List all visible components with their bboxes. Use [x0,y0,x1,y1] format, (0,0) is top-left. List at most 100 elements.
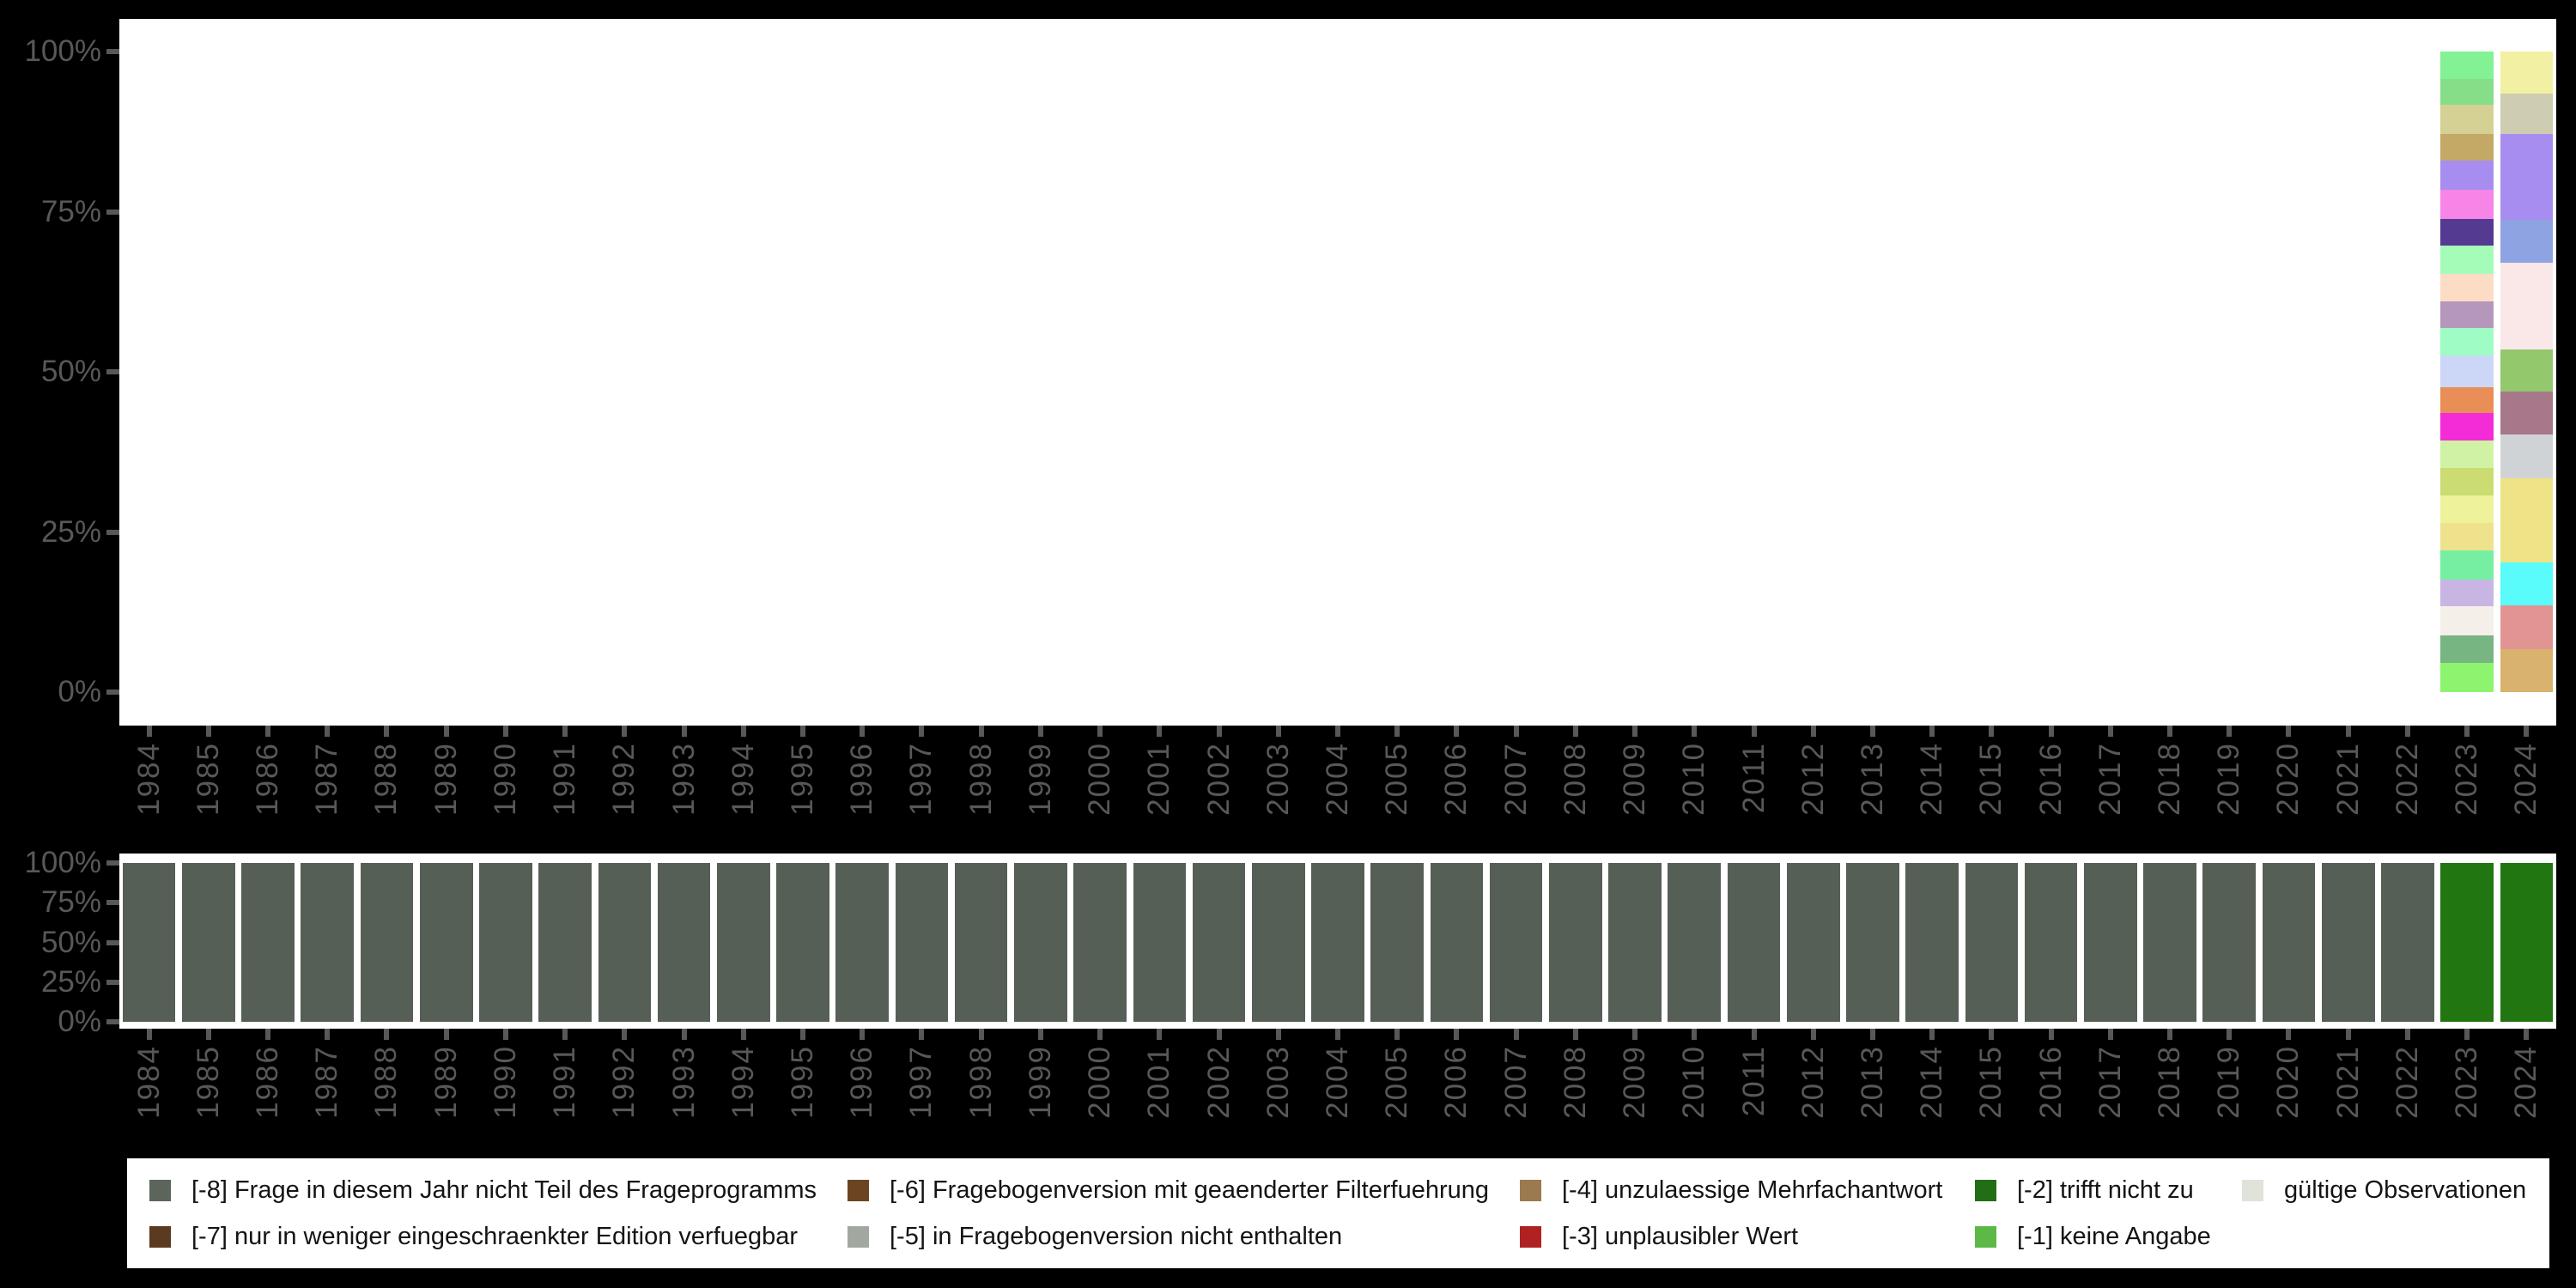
top-x-axis: 1984 1985 1986 1987 1988 1989 1990 1991 1992 1993… [119,726,2556,816]
x-axis-label-1999: 1999 [1023,742,1057,816]
x-axis-cell-2003: 2003 [1249,726,1308,816]
x-axis-tick [1157,1029,1163,1040]
x-axis-cell-2010: 2010 [1665,1029,1724,1119]
bottom-band-2021 [2318,863,2378,1022]
y-axis-tick [106,1019,119,1024]
x-axis-label-2013: 2013 [1855,742,1889,816]
x-axis-label-2018: 2018 [2153,1045,2187,1119]
x-axis-cell-1986: 1986 [238,726,297,816]
x-axis-cell-1993: 1993 [654,726,714,816]
missing-bar-1996 [835,863,890,1022]
x-axis-tick [1751,1029,1757,1040]
x-axis-label-1986: 1986 [251,742,285,816]
x-axis-tick [1037,1029,1043,1040]
missing-bar-2006 [1430,863,1484,1022]
x-axis-cell-2004: 2004 [1308,726,1367,816]
x-axis-label-2002: 2002 [1201,1045,1236,1119]
bar-2023-segment-20 [2440,579,2494,607]
x-axis-cell-2008: 2008 [1546,1029,1605,1119]
top-band-1995 [773,52,832,692]
top-band-2022 [2378,52,2437,692]
x-axis-tick [2524,726,2530,737]
y-axis-tick [106,369,119,374]
x-axis-label-2011: 2011 [1736,742,1771,814]
x-axis-tick [1275,726,1281,737]
y-axis-label: 0% [58,675,101,708]
top-band-2006 [1427,52,1486,692]
x-axis-tick [1692,726,1698,737]
top-band-1999 [1011,52,1070,692]
x-axis-label-2019: 2019 [2212,1045,2246,1119]
missing-bar-2014 [1905,863,1959,1022]
x-axis-label-2024: 2024 [2509,742,2543,816]
bottom-band-1984 [119,863,179,1022]
top-band-1985 [179,52,238,692]
x-axis-tick [1751,726,1757,737]
x-axis-label-2022: 2022 [2390,742,2424,816]
x-axis-tick [622,1029,628,1040]
x-axis-label-1996: 1996 [845,1045,879,1119]
x-axis-cell-1991: 1991 [536,726,595,816]
bar-2024-segment-11 [2500,605,2554,649]
bar-2023-segment-2 [2440,79,2494,105]
top-band-1997 [892,52,951,692]
top-band-2004 [1308,52,1367,692]
top-band-2008 [1546,52,1605,692]
legend-label: [-8] Frage in diesem Jahr nicht Teil des… [191,1176,817,1204]
x-axis-cell-1992: 1992 [595,726,654,816]
x-axis-label-1999: 1999 [1023,1045,1057,1119]
x-axis-label-1993: 1993 [666,1045,701,1119]
x-axis-cell-2020: 2020 [2259,1029,2318,1119]
bottom-band-2010 [1665,863,1724,1022]
missing-bar-2012 [1786,863,1840,1022]
x-axis-cell-2024: 2024 [2497,726,2556,816]
x-axis-label-2013: 2013 [1855,1045,1889,1119]
x-axis-label-2018: 2018 [2153,742,2187,816]
y-axis-tick [106,529,119,535]
legend-item-2: [-7] nur in weniger eingeschraenkter Edi… [149,1213,848,1260]
x-axis-cell-1993: 1993 [654,1029,714,1119]
x-axis-label-2016: 2016 [2033,742,2068,816]
x-axis-label-2016: 2016 [2033,1045,2068,1119]
bar-2024-segment-9 [2500,477,2554,563]
legend-swatch [1520,1225,1541,1248]
x-axis-cell-1987: 1987 [298,1029,357,1119]
top-band-2019 [2200,52,2259,692]
bar-2024-segment-10 [2500,562,2554,606]
x-axis-label-2011: 2011 [1736,1045,1771,1117]
legend-item-7: [-2] trifft nicht zu [1975,1167,2242,1213]
x-axis-tick [1097,726,1103,737]
x-axis-cell-2023: 2023 [2438,1029,2497,1119]
bar-2024-segment-12 [2500,648,2554,692]
x-axis-label-1997: 1997 [904,742,939,816]
legend-label: [-7] nur in weniger eingeschraenkter Edi… [191,1222,799,1250]
legend-grid: [-8] Frage in diesem Jahr nicht Teil des… [127,1158,2549,1268]
x-axis-tick [1810,726,1816,737]
bar-2023-segment-10 [2440,301,2494,329]
x-axis-tick [2404,1029,2410,1040]
missing-bar-2023 [2440,863,2494,1022]
x-axis-tick [1454,1029,1460,1040]
x-axis-tick [1632,726,1638,737]
bottom-band-2015 [1962,863,2021,1022]
bottom-band-2004 [1308,863,1367,1022]
x-axis-tick [800,1029,806,1040]
missing-bar-1998 [954,863,1008,1022]
missing-bar-2017 [2084,863,2137,1022]
y-axis-label: 25% [40,514,101,549]
x-axis-tick [800,726,806,737]
x-axis-cell-2024: 2024 [2497,1029,2556,1119]
x-axis-tick [2167,726,2173,737]
stacked-bar-2024 [2500,52,2554,692]
legend-item-6: [-3] unplausibler Wert [1520,1213,1975,1260]
legend-label: [-6] Fragebogenversion mit geaenderter F… [890,1176,1489,1204]
bottom-band-2002 [1189,863,1249,1022]
x-axis-label-2001: 2001 [1142,742,1176,816]
x-axis-cell-1986: 1986 [238,1029,297,1119]
x-axis-label-2012: 2012 [1795,742,1830,816]
x-axis-label-1993: 1993 [666,742,701,816]
missing-bar-2007 [1489,863,1543,1022]
bar-2023-segment-22 [2440,635,2494,663]
x-axis-tick [562,726,568,737]
x-axis-tick [978,726,984,737]
